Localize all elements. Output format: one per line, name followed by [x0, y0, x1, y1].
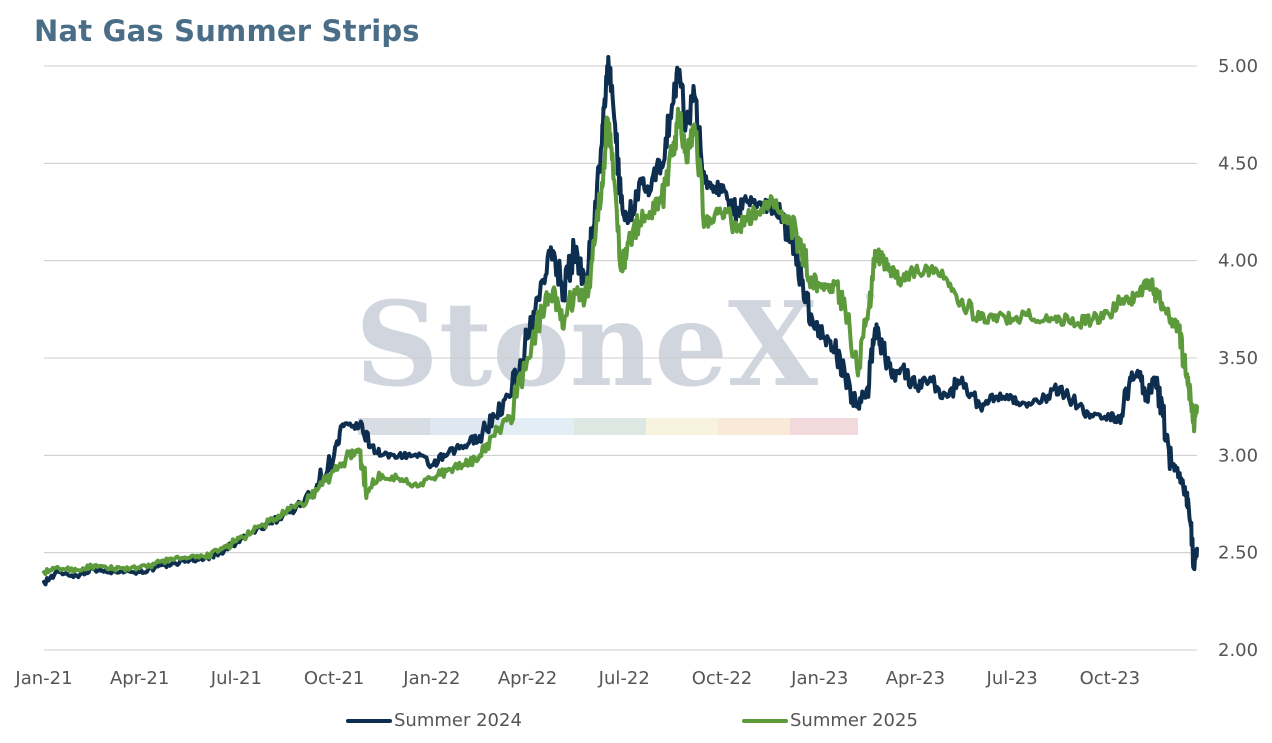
- x-tick-label: Jul-23: [986, 668, 1038, 689]
- legend-item-summer-2025: Summer 2025: [742, 710, 918, 731]
- legend-swatch-summer-2025: [742, 718, 788, 723]
- y-tick-label: 3.50: [1218, 348, 1258, 369]
- x-tick-label: Jan-21: [14, 668, 72, 689]
- x-tick-label: Apr-22: [498, 668, 557, 689]
- x-tick-label: Oct-22: [692, 668, 753, 689]
- x-tick-label: Apr-23: [886, 668, 945, 689]
- x-axis-labels: Jan-21 Apr-21 Jul-21 Oct-21 Jan-22 Apr-22 Jul-…: [14, 668, 1140, 689]
- chart-title: Nat Gas Summer Strips: [34, 14, 420, 48]
- y-tick-label: 2.00: [1218, 640, 1258, 661]
- y-tick-label: 5.00: [1218, 56, 1258, 77]
- y-axis-labels: 2.00 2.50 3.00 3.50 4.00 4.50 5.00: [1218, 56, 1258, 661]
- x-tick-label: Jan-22: [402, 668, 460, 689]
- legend-swatch-summer-2024: [346, 718, 392, 723]
- legend-label-summer-2025: Summer 2025: [790, 710, 918, 731]
- series-lines: [42, 55, 1199, 587]
- stonex-watermark: StoneX ™: [355, 277, 878, 435]
- x-tick-label: Jan-23: [790, 668, 848, 689]
- legend: Summer 2024 Summer 2025: [0, 710, 1272, 736]
- y-tick-label: 4.50: [1218, 153, 1258, 174]
- legend-label-summer-2024: Summer 2024: [394, 710, 522, 731]
- series-line-summer-2025: [42, 106, 1199, 577]
- y-tick-label: 2.50: [1218, 543, 1258, 564]
- y-tick-label: 3.00: [1218, 445, 1258, 466]
- x-tick-label: Jul-22: [598, 668, 650, 689]
- x-tick-label: Jul-21: [210, 668, 262, 689]
- legend-item-summer-2024: Summer 2024: [346, 710, 522, 731]
- x-tick-label: Oct-23: [1080, 668, 1141, 689]
- x-tick-label: Apr-21: [110, 668, 169, 689]
- gridlines: [44, 65, 1197, 651]
- y-tick-label: 4.00: [1218, 251, 1258, 272]
- watermark-color-bar: [358, 418, 858, 435]
- x-tick-label: Oct-21: [304, 668, 365, 689]
